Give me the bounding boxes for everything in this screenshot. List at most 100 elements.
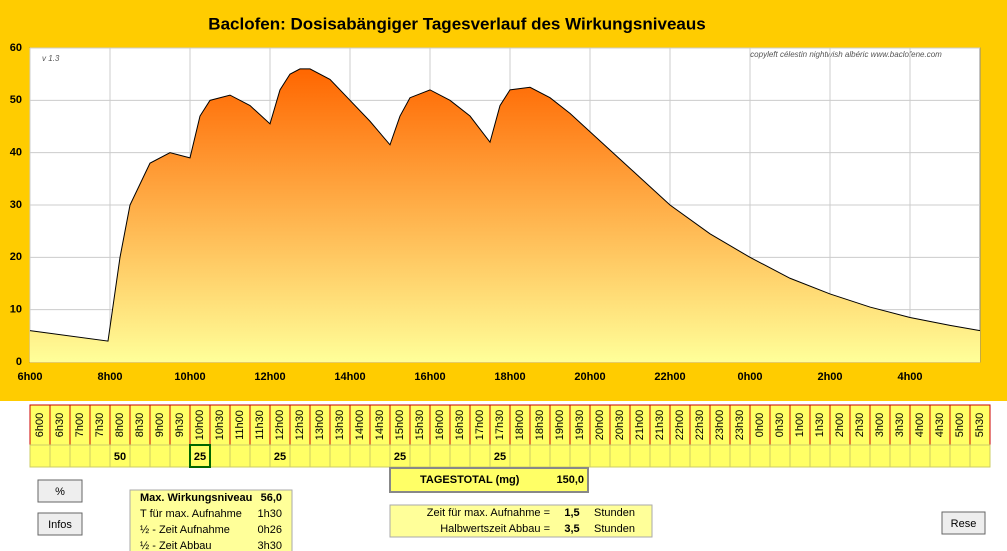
dose-cell	[749, 444, 771, 468]
dose-value: 25	[194, 451, 206, 463]
time-label: 15h30	[414, 410, 426, 441]
time-label: 17h00	[474, 410, 486, 441]
y-tick-label: 10	[10, 304, 22, 316]
time-label: 2h30	[854, 413, 866, 437]
info-label: ½ - Zeit Aufnahme	[140, 524, 230, 536]
button[interactable]	[37, 479, 83, 503]
time-label: 14h00	[354, 410, 366, 441]
time-label: 9h30	[174, 413, 186, 437]
time-label: 3h30	[894, 413, 906, 437]
time-label: 23h00	[714, 410, 726, 441]
button[interactable]	[37, 512, 83, 536]
time-label: 13h00	[314, 410, 326, 441]
dose-cell	[89, 444, 111, 468]
area-line	[29, 68, 981, 342]
dose-cell	[129, 444, 151, 468]
dose-cell	[949, 444, 971, 468]
info-value: 3h30	[258, 540, 282, 551]
time-label: 5h00	[954, 413, 966, 437]
param-value: 3,5	[564, 523, 579, 535]
dose-cell	[909, 444, 931, 468]
time-label: 12h30	[294, 410, 306, 441]
time-label: 15h00	[394, 410, 406, 441]
dose-cell	[29, 444, 51, 468]
y-tick-label: 50	[10, 94, 22, 106]
y-tick-label: 0	[16, 356, 22, 368]
time-label: 10h00	[194, 410, 206, 441]
dose-cell	[529, 444, 551, 468]
button-label[interactable]: Rese	[951, 518, 977, 530]
y-tick-label: 40	[10, 147, 22, 159]
time-label: 6h00	[34, 413, 46, 437]
y-tick-label: 60	[10, 42, 22, 54]
dose-cell	[729, 444, 751, 468]
time-label: 8h00	[114, 413, 126, 437]
info-value: 0h26	[258, 524, 282, 536]
area-fill	[30, 68, 980, 362]
dose-cell	[509, 444, 531, 468]
x-tick-label: 14h00	[334, 371, 365, 383]
time-label: 9h00	[154, 413, 166, 437]
dose-cell	[889, 444, 911, 468]
time-label: 1h00	[794, 413, 806, 437]
y-tick-label: 30	[10, 199, 22, 211]
time-label: 22h00	[674, 410, 686, 441]
time-label: 11h00	[234, 410, 246, 440]
time-label: 4h30	[934, 413, 946, 437]
dose-cell	[829, 444, 851, 468]
time-label: 5h30	[974, 413, 986, 437]
time-label: 6h30	[54, 413, 66, 437]
info-box	[129, 489, 293, 551]
time-label: 0h00	[754, 413, 766, 437]
selected-cell	[189, 444, 211, 468]
button-label[interactable]: Infos	[48, 519, 72, 531]
time-label: 13h30	[334, 410, 346, 441]
x-tick-label: 8h00	[97, 371, 122, 383]
dose-cell	[789, 444, 811, 468]
x-tick-label: 16h00	[414, 371, 445, 383]
time-label: 16h00	[434, 410, 446, 441]
time-label: 14h30	[374, 410, 386, 441]
button-label[interactable]: %	[55, 486, 65, 498]
time-label: 16h30	[454, 410, 466, 441]
dose-cell	[169, 444, 191, 468]
dose-value: 50	[114, 451, 126, 463]
dose-cell	[329, 444, 351, 468]
dose-cell	[589, 444, 611, 468]
dose-cell	[229, 444, 251, 468]
x-tick-label: 10h00	[174, 371, 205, 383]
dose-cell	[209, 444, 231, 468]
dose-cell	[969, 444, 991, 468]
time-label: 12h00	[274, 410, 286, 441]
time-label: 21h30	[654, 410, 666, 441]
time-label: 23h30	[734, 410, 746, 441]
total-label: TAGESTOTAL (mg)	[420, 474, 520, 486]
dose-cell	[289, 444, 311, 468]
time-label: 8h30	[134, 413, 146, 437]
dose-cell	[349, 444, 371, 468]
dose-cell	[69, 444, 91, 468]
dose-cell	[409, 444, 431, 468]
x-tick-label: 4h00	[897, 371, 922, 383]
param-unit: Stunden	[594, 507, 635, 519]
y-tick-label: 20	[10, 251, 22, 263]
version: v 1.3	[42, 54, 60, 63]
time-label: 19h30	[574, 410, 586, 441]
time-label: 20h30	[614, 410, 626, 441]
time-label: 7h00	[74, 413, 86, 437]
x-tick-label: 18h00	[494, 371, 525, 383]
x-tick-label: 12h00	[254, 371, 285, 383]
info-label: Max. Wirkungsniveau	[140, 492, 252, 504]
dose-value: 25	[494, 451, 506, 463]
dose-cell	[769, 444, 791, 468]
info-label: T für max. Aufnahme	[140, 508, 242, 520]
button[interactable]	[941, 511, 986, 535]
total-box	[389, 467, 589, 493]
time-label: 22h30	[694, 410, 706, 441]
chart-title: Baclofen: Dosisabängiger Tagesverlauf de…	[208, 14, 705, 33]
param-label: Zeit für max. Aufnahme =	[427, 507, 550, 519]
dose-cell	[309, 444, 331, 468]
dose-cell	[929, 444, 951, 468]
dose-cell	[429, 444, 451, 468]
